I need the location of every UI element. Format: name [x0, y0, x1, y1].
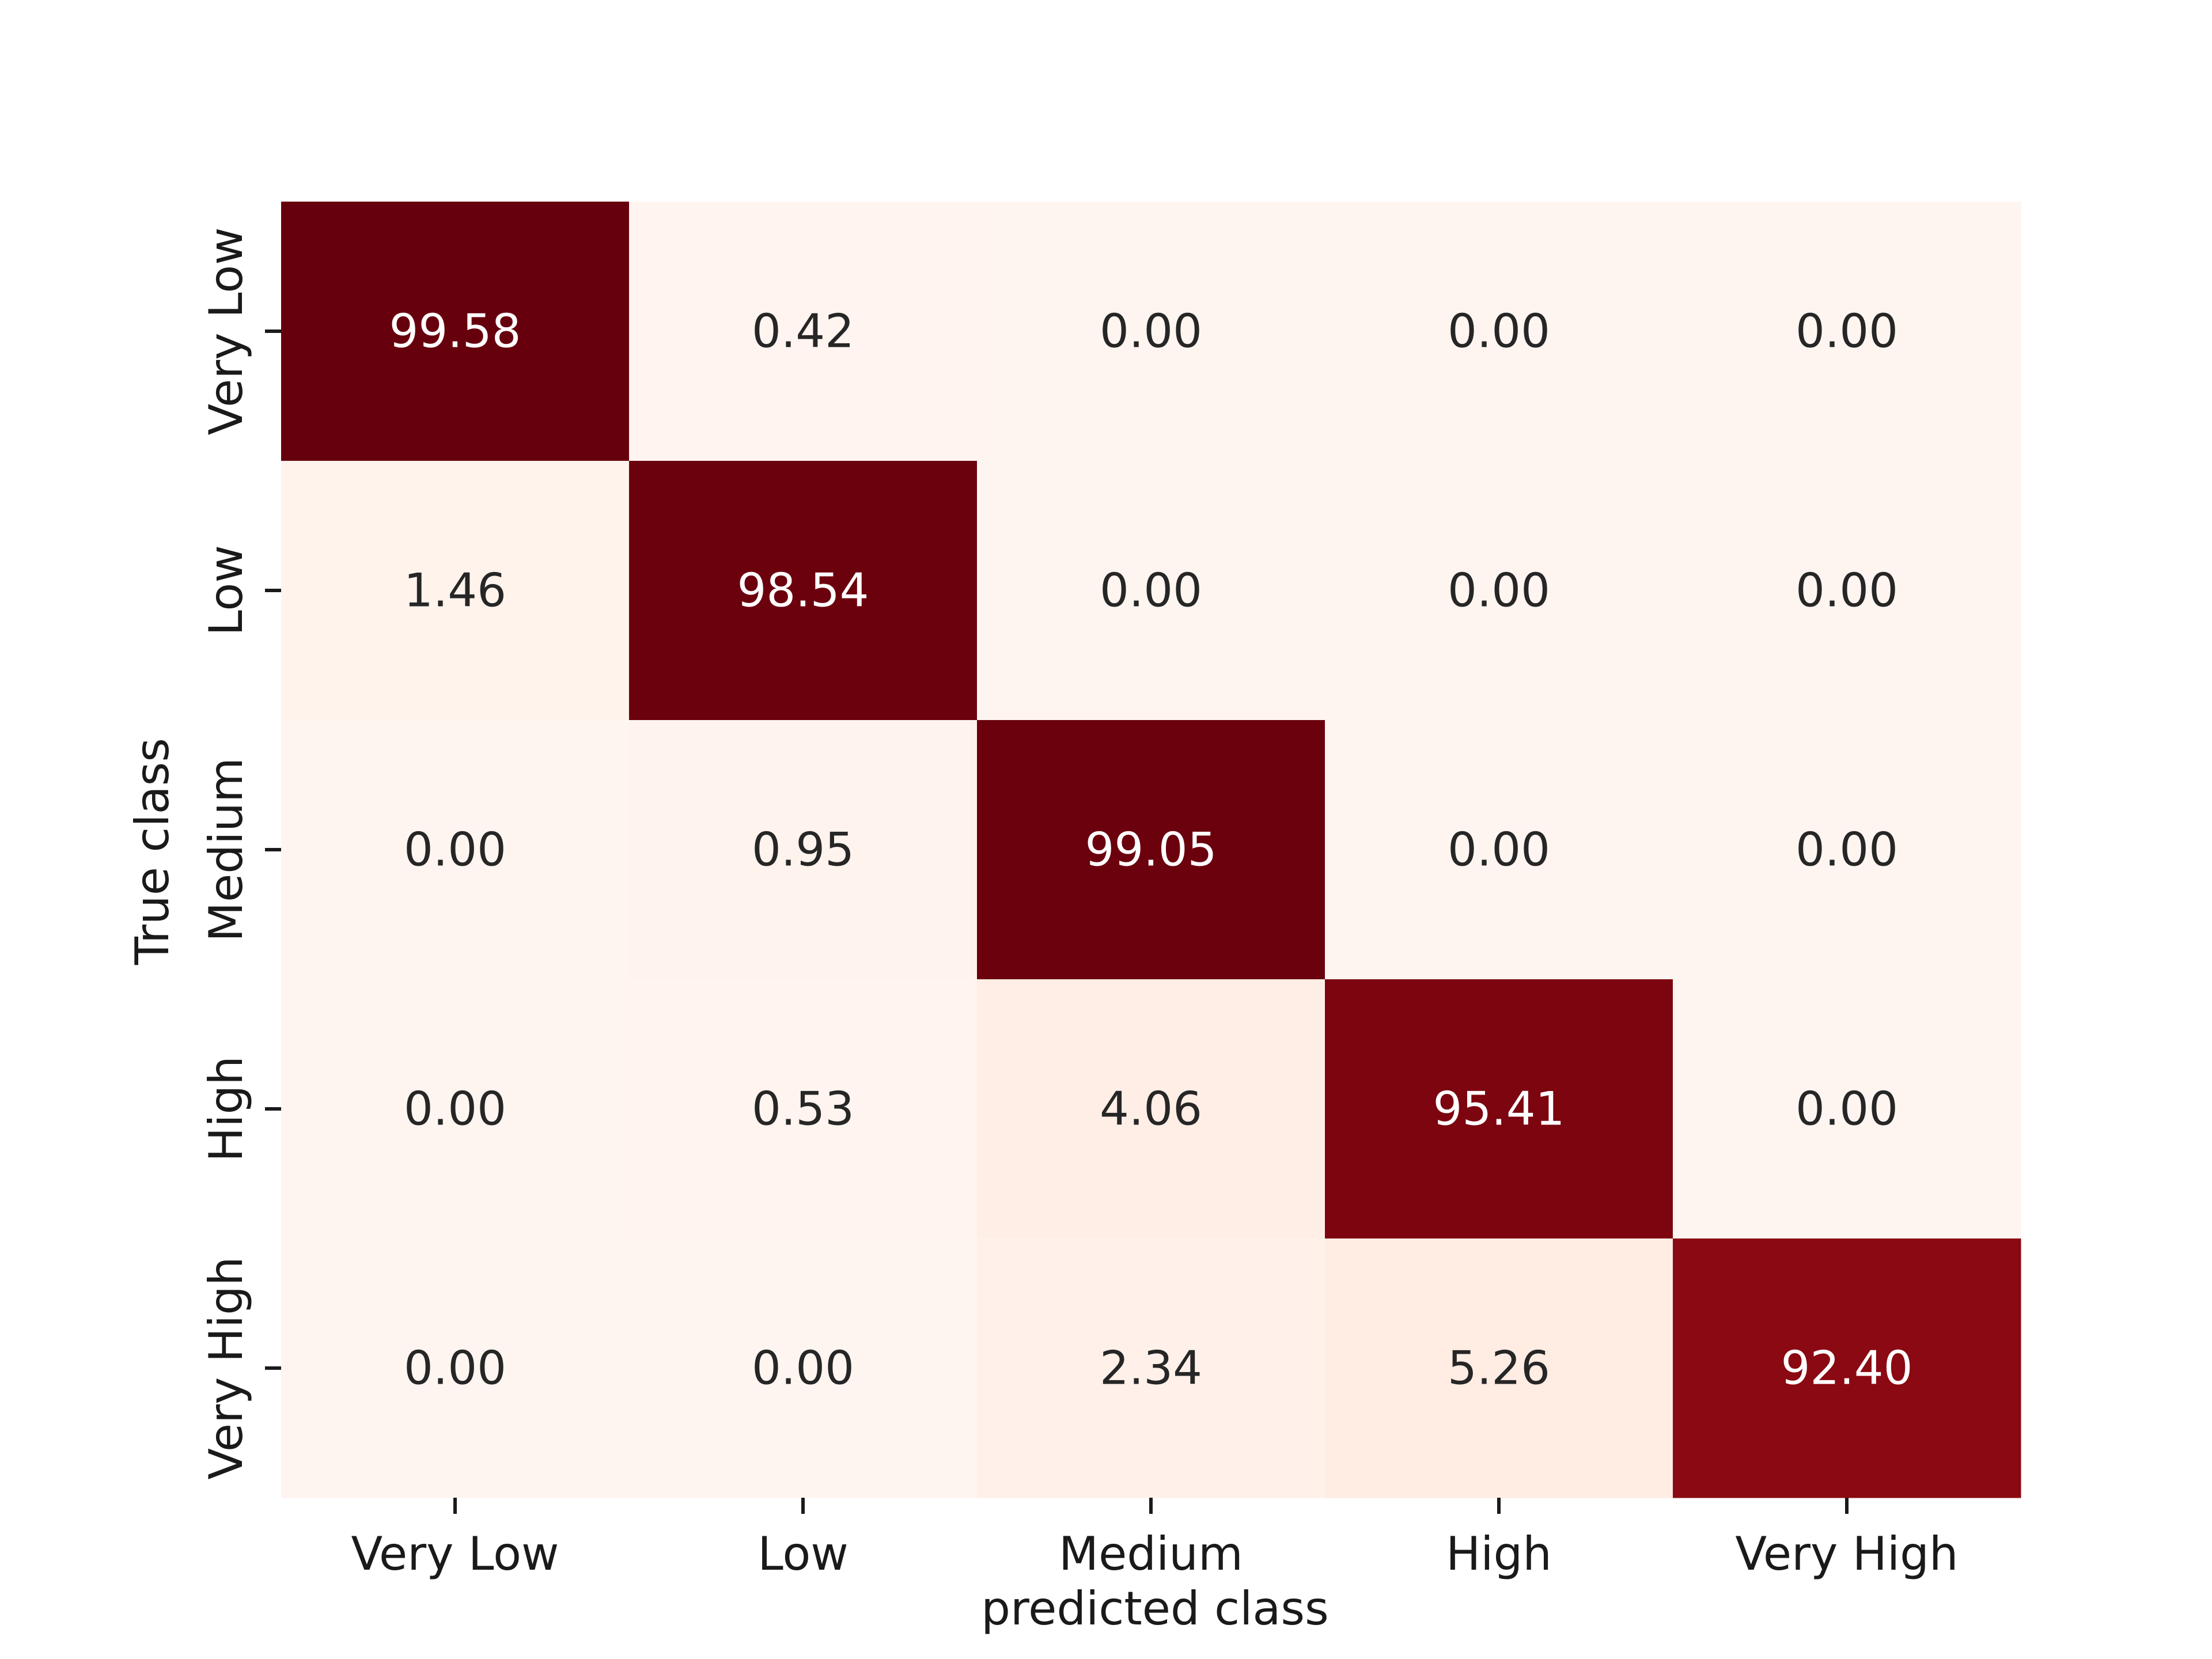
y-tick-label: Very High: [199, 1256, 253, 1479]
heatmap-cell: [1325, 461, 1673, 721]
heatmap-cell-label: 0.00: [404, 1342, 506, 1395]
heatmap-cell: [977, 979, 1325, 1239]
y-tick-label: High: [199, 1056, 253, 1162]
x-axis-title: predicted class: [981, 1582, 1329, 1635]
y-tick-label: Medium: [199, 757, 253, 942]
heatmap-cell: [1325, 1238, 1673, 1498]
y-axis: Very Low Low Medium High Very High: [199, 228, 281, 1480]
heatmap-cell-label: 0.00: [1448, 305, 1550, 358]
heatmap-cell-label: 0.53: [752, 1082, 854, 1136]
x-tick-label: High: [1446, 1527, 1552, 1581]
heatmap-cell: [1673, 1238, 2021, 1498]
heatmap-cell: [1673, 979, 2021, 1239]
heatmap-cell-labels: 99.58 0.42 0.00 0.00 0.00 1.46 98.54 0.00 0.00 0.…: [389, 305, 1912, 1395]
heatmap-cell: [281, 1238, 630, 1498]
heatmap-cell: [1673, 202, 2021, 461]
heatmap-cell: [1673, 461, 2021, 721]
heatmap-cell: [281, 720, 630, 980]
heatmap-cell-label: 0.00: [1448, 823, 1550, 877]
heatmap-cell-label: 0.00: [1796, 305, 1898, 358]
heatmap-cell-label: 2.34: [1100, 1342, 1202, 1395]
y-tick-label: Very Low: [199, 228, 253, 435]
heatmap-cell-label: 99.58: [389, 305, 521, 358]
heatmap-cell: [629, 1238, 978, 1498]
x-tick-label: Low: [757, 1527, 849, 1581]
heatmap-cell-label: 0.95: [752, 823, 854, 877]
heatmap-cell: [1325, 979, 1673, 1239]
heatmap-cell: [977, 202, 1325, 461]
heatmap-cell: [1325, 202, 1673, 461]
heatmap-cell-label: 0.00: [1796, 564, 1898, 618]
heatmap-cell: [1325, 720, 1673, 980]
heatmap-cell-label: 0.00: [1796, 823, 1898, 877]
heatmap-cell-label: 98.54: [737, 564, 869, 618]
heatmap-cell-label: 0.00: [1100, 305, 1202, 358]
heatmap-cell: [629, 461, 978, 721]
heatmap-cells: [281, 202, 2021, 1498]
heatmap-cell: [629, 202, 978, 461]
heatmap-cell-label: 0.00: [404, 1082, 506, 1136]
heatmap-cell-label: 0.00: [752, 1342, 854, 1395]
x-tick-label: Very High: [1735, 1527, 1958, 1581]
heatmap-cell-label: 0.00: [1796, 1082, 1898, 1136]
x-tick-label: Medium: [1059, 1527, 1243, 1581]
heatmap-cell-label: 92.40: [1781, 1342, 1912, 1395]
heatmap-cell: [281, 461, 630, 721]
heatmap-cell: [977, 1238, 1325, 1498]
heatmap-cell: [977, 720, 1325, 980]
y-tick-label: Low: [199, 545, 253, 636]
heatmap-cell-label: 4.06: [1100, 1082, 1202, 1136]
heatmap-cell-label: 1.46: [404, 564, 506, 618]
x-axis: Very Low Low Medium High Very High: [351, 1498, 1959, 1581]
heatmap-cell-label: 95.41: [1433, 1082, 1565, 1136]
heatmap-cell-label: 0.00: [1100, 564, 1202, 618]
heatmap-cell-label: 0.00: [404, 823, 506, 877]
x-tick-label: Very Low: [351, 1527, 559, 1581]
heatmap-cell-label: 0.42: [752, 305, 854, 358]
heatmap-cell: [977, 461, 1325, 721]
heatmap-cell: [1673, 720, 2021, 980]
heatmap-cell: [629, 979, 978, 1239]
y-axis-title: True class: [126, 738, 179, 965]
heatmap-cell: [629, 720, 978, 980]
heatmap-cell: [281, 202, 630, 461]
heatmap-cell: [281, 979, 630, 1239]
heatmap-cell-label: 0.00: [1448, 564, 1550, 618]
heatmap-cell-label: 5.26: [1448, 1342, 1550, 1395]
heatmap-cell-label: 99.05: [1085, 823, 1217, 877]
